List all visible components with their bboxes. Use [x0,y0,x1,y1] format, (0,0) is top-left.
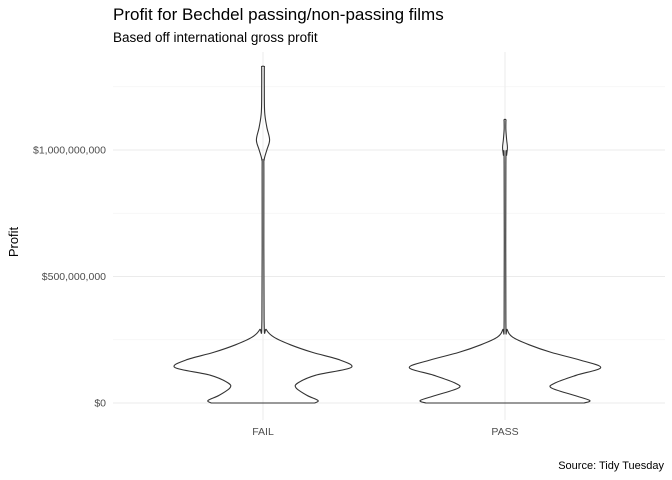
y-tick-label: $1,000,000,000 [33,145,106,157]
x-tick-label: PASS [491,426,518,438]
violin-pass [408,118,602,404]
violins [173,65,602,404]
y-axis-ticks: $0 $500,000,000 $1,000,000,000 [33,145,106,410]
chart-subtitle: Based off international gross profit [113,30,318,45]
x-axis-ticks: FAIL PASS [252,426,518,438]
y-tick-label: $0 [94,398,106,410]
violin-fail [173,65,353,404]
grid-lines [113,52,665,420]
y-tick-label: $500,000,000 [42,271,106,283]
chart-title: Profit for Bechdel passing/non-passing f… [113,5,444,24]
y-axis-label: Profit [6,226,21,257]
x-tick-label: FAIL [252,426,274,438]
chart-caption: Source: Tidy Tuesday [558,460,664,472]
